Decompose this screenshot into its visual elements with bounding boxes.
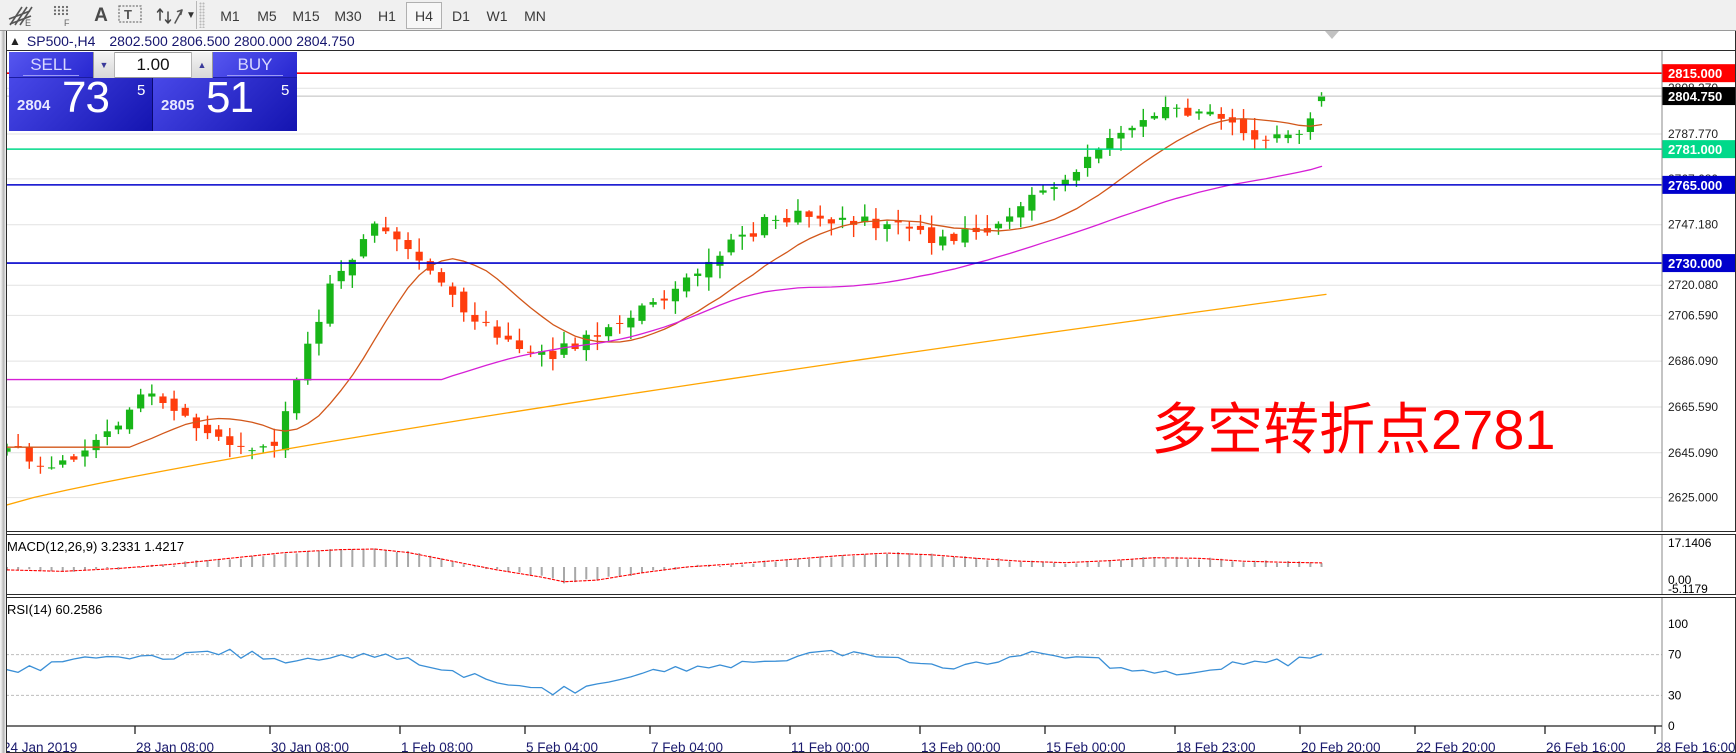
svg-text:2815.000: 2815.000 <box>1668 66 1722 81</box>
svg-text:2625.000: 2625.000 <box>1668 491 1718 505</box>
svg-text:0: 0 <box>1668 719 1675 733</box>
svg-text:2765.000: 2765.000 <box>1668 178 1722 193</box>
svg-text:E: E <box>25 18 31 27</box>
svg-text:2720.080: 2720.080 <box>1668 278 1718 292</box>
svg-text:15 Feb 00:00: 15 Feb 00:00 <box>1046 740 1126 753</box>
svg-text:22 Feb 20:00: 22 Feb 20:00 <box>1416 740 1496 753</box>
svg-text:2645.090: 2645.090 <box>1668 446 1718 460</box>
svg-text:18 Feb 23:00: 18 Feb 23:00 <box>1176 740 1256 753</box>
svg-text:24 Jan 2019: 24 Jan 2019 <box>3 740 77 753</box>
svg-text:5 Feb 04:00: 5 Feb 04:00 <box>526 740 598 753</box>
svg-text:2665.590: 2665.590 <box>1668 400 1718 414</box>
svg-text:70: 70 <box>1668 648 1682 662</box>
svg-text:20 Feb 20:00: 20 Feb 20:00 <box>1301 740 1381 753</box>
svg-text:7 Feb 04:00: 7 Feb 04:00 <box>651 740 723 753</box>
svg-text:多空转折点2781: 多空转折点2781 <box>1151 398 1556 461</box>
svg-text:1 Feb 08:00: 1 Feb 08:00 <box>401 740 473 753</box>
svg-text:2787.770: 2787.770 <box>1668 127 1718 141</box>
svg-text:28 Jan 08:00: 28 Jan 08:00 <box>136 740 214 753</box>
svg-text:100: 100 <box>1668 617 1688 631</box>
svg-text:26 Feb 16:00: 26 Feb 16:00 <box>1546 740 1626 753</box>
svg-text:11 Feb 00:00: 11 Feb 00:00 <box>791 740 870 753</box>
svg-text:RSI(14) 60.2586: RSI(14) 60.2586 <box>7 602 102 617</box>
svg-text:2686.090: 2686.090 <box>1668 354 1718 368</box>
svg-text:2706.590: 2706.590 <box>1668 308 1718 322</box>
svg-text:28 Feb 16:00: 28 Feb 16:00 <box>1656 740 1736 753</box>
svg-text:2730.000: 2730.000 <box>1668 256 1722 271</box>
svg-text:T: T <box>124 7 132 22</box>
svg-text:13 Feb 00:00: 13 Feb 00:00 <box>921 740 1001 753</box>
svg-text:F: F <box>64 18 70 27</box>
svg-text:2781.000: 2781.000 <box>1668 142 1722 157</box>
svg-text:2804.750: 2804.750 <box>1668 89 1722 104</box>
svg-text:MACD(12,26,9) 3.2331 1.4217: MACD(12,26,9) 3.2331 1.4217 <box>7 539 184 554</box>
svg-text:17.1406: 17.1406 <box>1668 536 1712 550</box>
svg-text:-5.1179: -5.1179 <box>1668 582 1708 595</box>
svg-text:30: 30 <box>1668 688 1682 702</box>
svg-text:2747.180: 2747.180 <box>1668 218 1718 232</box>
svg-text:30 Jan 08:00: 30 Jan 08:00 <box>271 740 349 753</box>
